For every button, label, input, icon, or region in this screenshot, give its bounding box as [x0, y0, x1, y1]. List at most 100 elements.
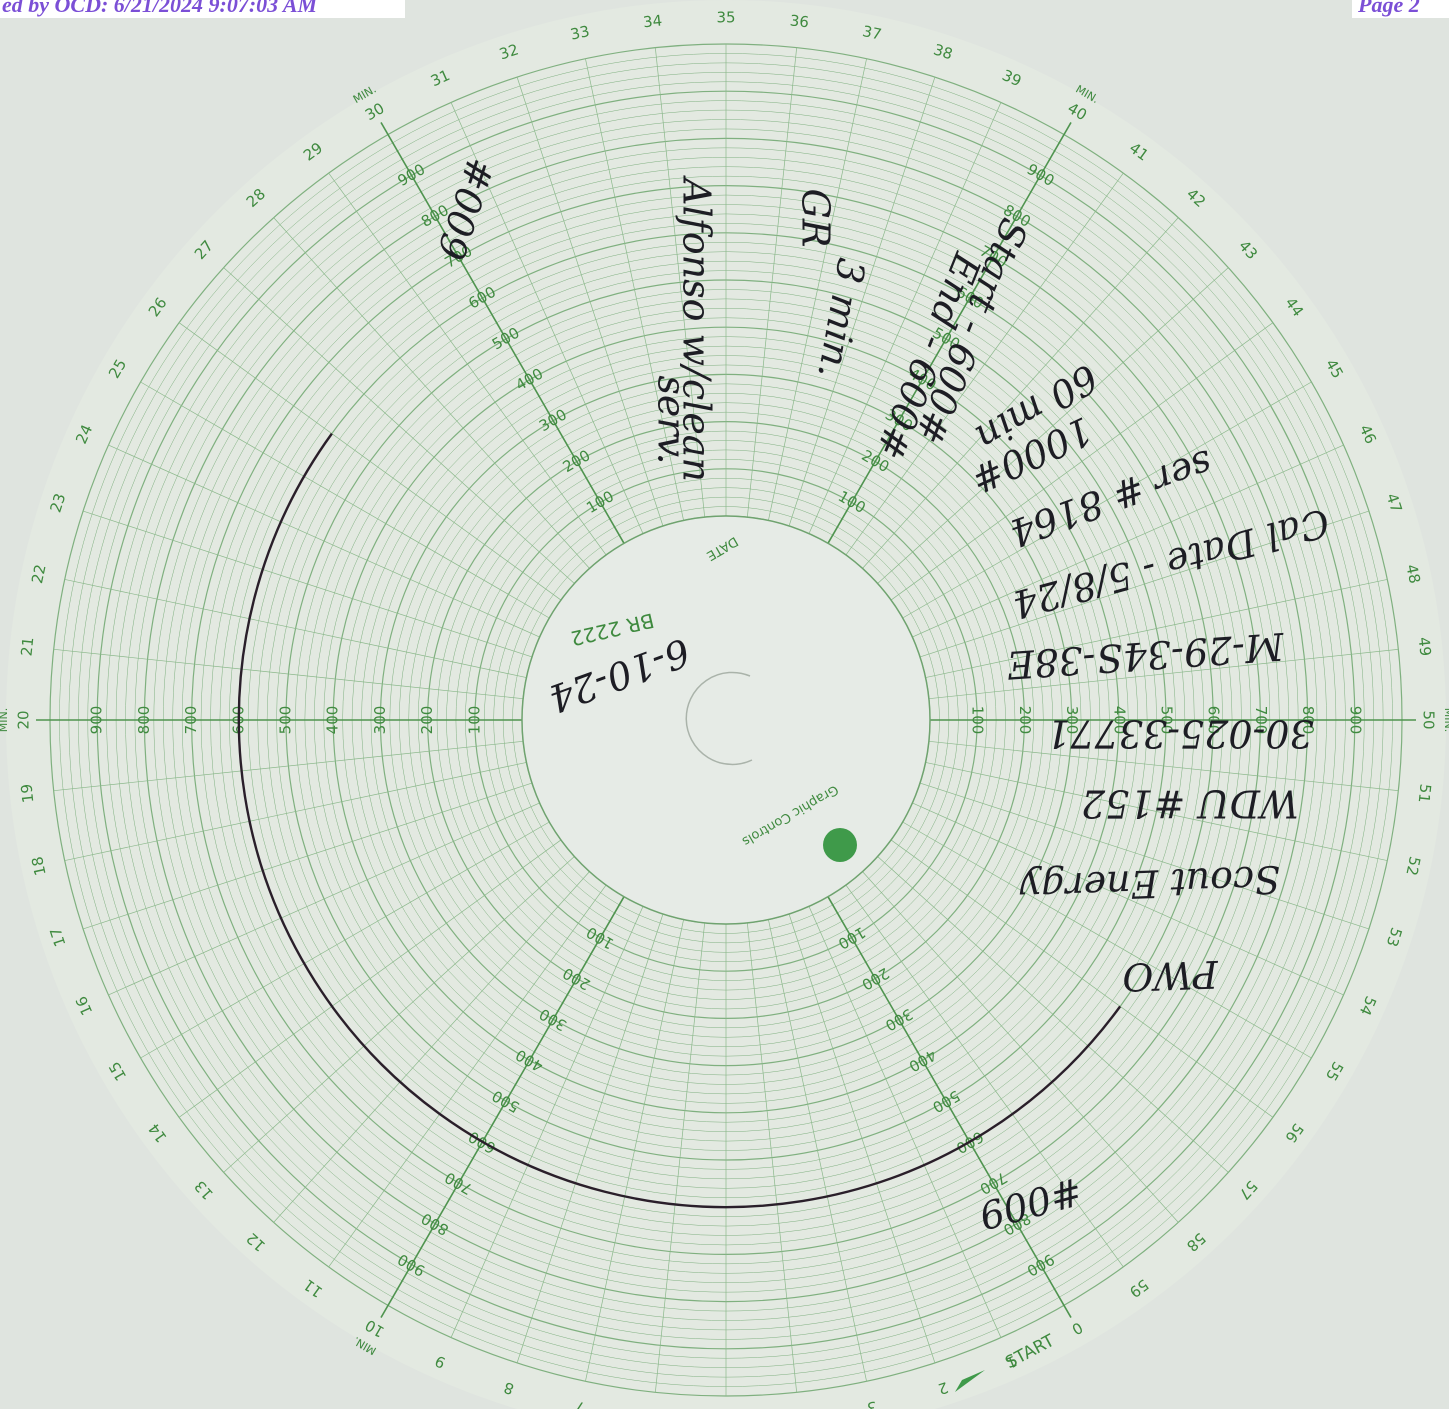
pressure-label: 700: [1252, 706, 1270, 735]
minute-label: 23: [46, 491, 69, 515]
minute-line: [178, 322, 562, 601]
minute-line: [53, 740, 524, 792]
minute-line: [788, 913, 936, 1364]
minute-line: [919, 782, 1370, 930]
minute-line: [912, 802, 1344, 996]
minute-line: [788, 76, 936, 527]
minute-label: 21: [17, 636, 37, 657]
minute-line: [902, 381, 1312, 619]
minute-line: [380, 122, 625, 544]
handwritten-note: PWO: [1121, 952, 1219, 999]
minute-line: [64, 579, 527, 678]
pressure-label: 700: [182, 706, 200, 735]
minute-line: [450, 102, 644, 534]
minute-label: 22: [28, 563, 50, 585]
minute-label: 7: [573, 1397, 586, 1409]
minute-line: [223, 267, 575, 584]
minute-line: [827, 896, 1072, 1318]
minute-line: [273, 217, 590, 569]
pressure-label: 400: [324, 706, 342, 735]
minute-line: [919, 510, 1370, 658]
header-box: [0, 0, 405, 18]
pressure-label: 300: [371, 706, 389, 735]
minute-label: 33: [569, 22, 591, 44]
minute-line: [902, 821, 1312, 1059]
maker-logo: [823, 828, 857, 862]
minute-label: 38: [931, 40, 955, 63]
minute-line: [746, 47, 798, 518]
start-arrow: [955, 1370, 985, 1392]
minute-line: [862, 217, 1179, 569]
minute-line: [108, 444, 540, 638]
minute-line: [746, 922, 798, 1393]
handwritten-note: Scout Energy: [1019, 857, 1282, 910]
pressure-label: 800: [1299, 706, 1317, 735]
minute-line: [925, 579, 1388, 678]
minute-line: [140, 821, 550, 1059]
minute-line: [862, 871, 1179, 1223]
minute-label: 51: [1415, 783, 1435, 804]
minute-label: 17: [46, 925, 69, 949]
handwritten-note: Alfonso w/clean: [675, 175, 719, 482]
pressure-label: 200: [1016, 706, 1034, 735]
minute-line: [808, 906, 1002, 1338]
minute-line: [223, 856, 575, 1173]
minute-line: [450, 906, 644, 1338]
minute-label: 53: [1383, 925, 1406, 949]
minute-line: [140, 381, 550, 619]
header-left: ed by OCD: 6/21/2024 9:07:03 AM: [2, 0, 319, 17]
minute-line: [890, 839, 1274, 1118]
header-box: [1352, 0, 1449, 18]
minute-line: [328, 172, 607, 556]
pressure-label: 100: [969, 706, 987, 735]
minute-label: 36: [789, 11, 810, 31]
minute-line: [53, 648, 524, 700]
hub: [521, 515, 931, 925]
minute-line: [654, 922, 706, 1393]
pen-trace: [238, 432, 1122, 1208]
minute-line: [890, 322, 1274, 601]
pressure-label: 900: [1346, 706, 1364, 735]
minute-label: 18: [28, 855, 50, 877]
handwritten-note: GR: [794, 189, 838, 248]
minute-unit: MIN.: [1442, 708, 1449, 732]
pressure-label: 600: [1205, 706, 1223, 735]
minute-line: [178, 839, 562, 1118]
minute-line: [585, 919, 684, 1382]
pressure-label: 400: [1110, 706, 1128, 735]
pressure-label: 500: [277, 706, 295, 735]
minute-label: 32: [497, 40, 521, 63]
minute-line: [877, 267, 1229, 584]
minute-line: [928, 740, 1399, 792]
minute-line: [273, 871, 590, 1223]
minute-label: 3: [866, 1397, 879, 1409]
minute-line: [827, 122, 1072, 544]
minute-line: [82, 782, 533, 930]
pressure-label: 100: [465, 706, 483, 735]
handwritten-note: serv.: [650, 375, 694, 464]
minute-line: [64, 762, 527, 861]
minute-line: [82, 510, 533, 658]
pressure-label: 300: [1063, 706, 1081, 735]
minute-line: [845, 884, 1124, 1268]
pressure-label: 200: [418, 706, 436, 735]
header-right: Page 2: [1357, 0, 1420, 17]
pressure-label: 800: [135, 706, 153, 735]
minute-line: [585, 58, 684, 521]
center-hole: [685, 671, 753, 766]
minute-line: [108, 802, 540, 996]
pressure-label: 500: [1158, 706, 1176, 735]
minute-line: [516, 76, 664, 527]
handwritten-note: 30-025-33771: [1046, 712, 1313, 756]
minute-line: [845, 172, 1124, 556]
minute-label: 50: [1420, 710, 1438, 729]
minute-label: 34: [642, 11, 663, 31]
minute-line: [328, 884, 607, 1268]
minute-label: 48: [1402, 563, 1424, 585]
minute-line: [654, 47, 706, 518]
minute-line: [516, 913, 664, 1364]
handwritten-note: WDU #152: [1081, 782, 1299, 826]
minute-line: [912, 444, 1344, 638]
